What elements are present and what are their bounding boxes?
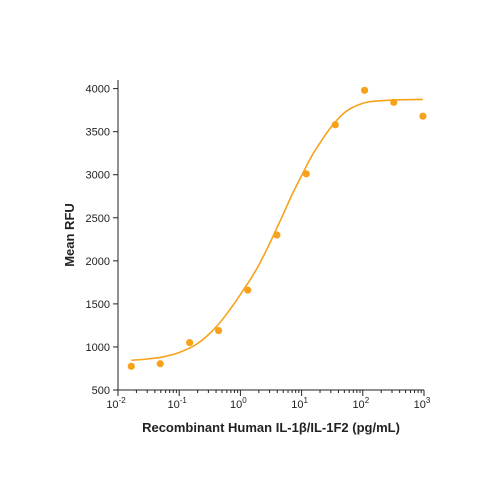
x-axis-label: Recombinant Human IL-1β/IL-1F2 (pg/mL) <box>142 420 400 435</box>
y-axis-label: Mean RFU <box>62 203 77 267</box>
data-point <box>214 326 223 335</box>
x-tick-exponent: 3 <box>426 396 431 405</box>
data-point <box>419 112 427 120</box>
data-point <box>273 231 281 239</box>
data-point <box>127 362 135 370</box>
x-tick-exponent: 2 <box>365 396 370 405</box>
data-point <box>302 170 310 178</box>
y-tick-label: 2500 <box>86 213 110 225</box>
x-tick-label: 103 <box>414 396 431 411</box>
x-tick-exponent: 0 <box>242 396 247 405</box>
x-tick-exponent: 1 <box>303 396 308 405</box>
y-tick-label: 1500 <box>86 299 110 311</box>
y-tick-label: 500 <box>92 385 110 397</box>
y-tick-label: 3000 <box>86 170 110 182</box>
y-tick-label: 4000 <box>86 84 110 96</box>
data-point <box>331 121 339 129</box>
data-point <box>156 360 164 368</box>
x-tick-label: 100 <box>230 396 247 411</box>
y-tick-label: 2000 <box>86 256 110 268</box>
x-tick-exponent: -2 <box>119 396 127 405</box>
y-tick-label: 1000 <box>86 342 110 354</box>
data-point <box>390 98 398 106</box>
x-tick-label: 10-2 <box>106 396 126 411</box>
fit-curve <box>131 98 423 362</box>
data-point <box>186 339 194 347</box>
data-point <box>360 86 369 94</box>
data-points <box>127 86 427 370</box>
x-axis-ticks: 10-2 10-1 100 101 102 103 <box>106 390 431 411</box>
x-tick-label: 101 <box>291 396 308 411</box>
y-tick-label: 3500 <box>86 127 110 139</box>
y-axis-ticks: 500 1000 1500 2000 2500 3000 3500 4000 <box>86 84 118 397</box>
x-tick-exponent: -1 <box>180 396 188 405</box>
data-point <box>244 286 252 294</box>
x-tick-label: 10-1 <box>168 396 188 411</box>
x-tick-label: 102 <box>352 396 369 411</box>
